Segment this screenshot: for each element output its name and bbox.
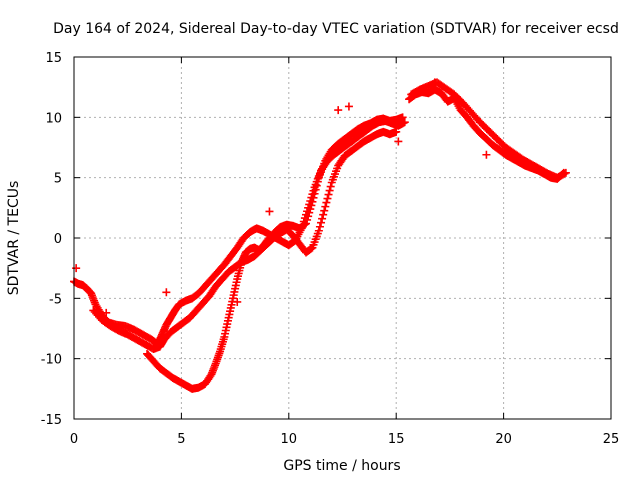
data-point-fill [317,218,326,227]
x-tick-label: 15 [388,432,405,447]
x-tick-label: 25 [603,432,620,447]
x-tick-label: 10 [281,432,298,447]
data-point-fill [325,186,334,195]
data-point-outlier [102,308,111,317]
data-point-fill [319,210,328,219]
y-tick-label: 10 [45,111,62,126]
data-point-fill [560,169,569,178]
data-point-fill [313,177,322,186]
data-point-fill [312,181,321,190]
data-point-outlier [162,288,171,297]
data-point-fill [303,215,312,224]
data-point-fill [326,182,335,191]
data-point-fill [318,214,327,223]
data-point [398,113,407,122]
data-point [561,168,570,177]
data-point-outlier [394,137,403,146]
y-tick-label: -10 [41,353,62,368]
x-axis-label: GPS time / hours [283,458,400,474]
data-point [392,127,401,136]
data-point-fill [324,190,333,199]
data-point-outlier [334,106,343,115]
y-tick-label: 0 [54,232,62,247]
data-point-fill [307,201,316,210]
data-point-fill [322,198,331,207]
data-point-fill [306,205,315,214]
data-point-fill [310,189,319,198]
axis-ticks: 0 5 10 15 20 25 -15 -10 -5 0 5 10 15 [41,51,620,447]
y-tick-label: 15 [45,51,62,66]
data-point [321,202,330,211]
y-axis-label: SDTVAR / TECUs [6,181,22,296]
data-point-fill [323,194,332,203]
data-point-outlier [482,150,491,159]
data-point-fill [311,185,320,194]
data-point-outlier [344,102,353,111]
data-point-fill [305,208,314,217]
data-points [70,78,570,393]
y-tick-label: -5 [49,292,62,307]
x-tick-label: 0 [70,432,78,447]
data-point-fill [300,220,309,229]
x-tick-label: 5 [177,432,185,447]
data-point-outlier [430,78,439,87]
data-point [314,226,323,235]
chart-title: Day 164 of 2024, Sidereal Day-to-day VTE… [53,21,619,37]
data-point [301,219,310,228]
y-tick-label: 5 [54,172,62,187]
data-point-outlier [72,264,81,273]
data-point-fill [315,222,324,231]
data-point-fill [320,206,329,215]
data-point-outlier [233,297,242,306]
data-point-fill [304,212,313,221]
y-tick-label: -15 [41,413,62,428]
data-point [400,118,409,127]
x-tick-label: 20 [495,432,512,447]
data-point [308,197,317,206]
data-point-fill [309,193,318,202]
data-point-outlier [265,207,274,216]
